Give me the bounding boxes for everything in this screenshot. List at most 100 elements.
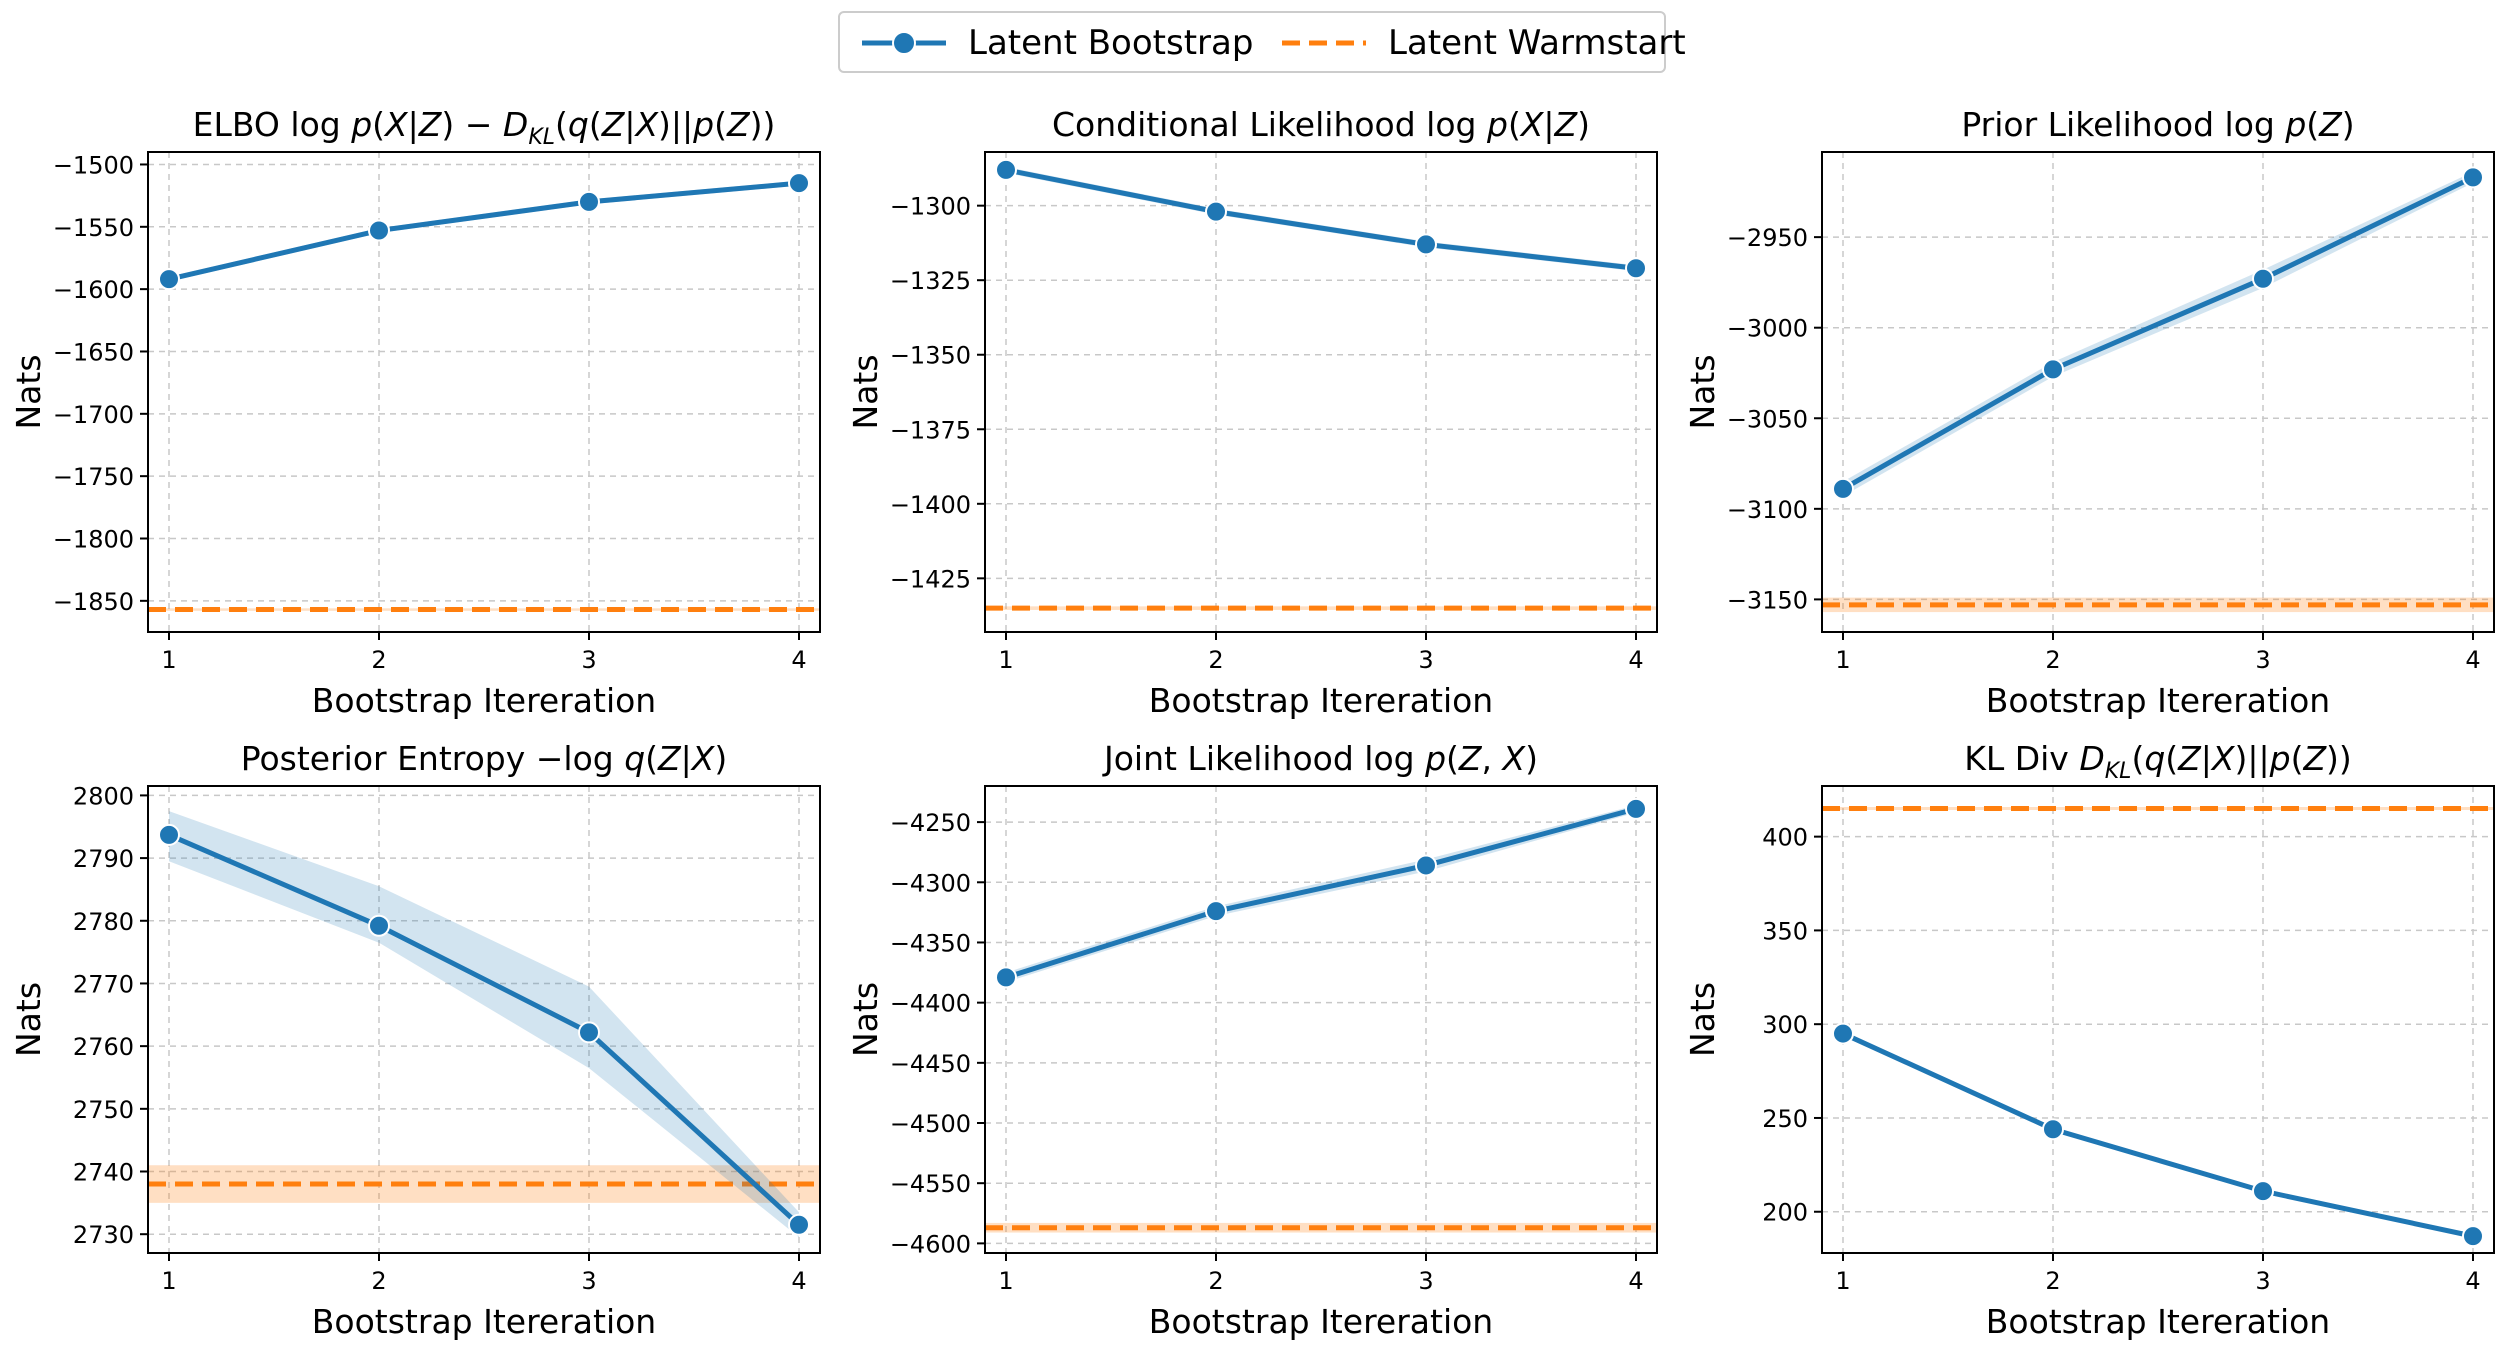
- legend-warmstart-marker: [1282, 40, 1366, 46]
- legend-bootstrap-label: Latent Bootstrap: [968, 23, 1254, 63]
- bootstrap-point: [1625, 257, 1647, 280]
- axes-frame: [984, 151, 1658, 633]
- x-axis-label: Bootstrap Itereration: [312, 1302, 656, 1341]
- chart-panel-1: 1 2 3 4 −1850 −1800 −1750 −1700 −1650 −1600 −1550 −…: [9, 105, 821, 720]
- y-tick-label: −1550: [53, 214, 134, 242]
- bootstrap-point: [1832, 477, 1854, 500]
- y-tick-label: −1600: [53, 276, 134, 304]
- bootstrap-point: [2252, 267, 2274, 290]
- x-tick-label: 3: [2255, 1267, 2270, 1295]
- x-tick-label: 3: [2255, 646, 2270, 674]
- bootstrap-point: [578, 190, 600, 213]
- y-tick-label: 2750: [73, 1096, 134, 1124]
- y-tick-label: 200: [1762, 1199, 1808, 1227]
- y-tick-label: −4400: [890, 990, 971, 1018]
- y-tick-label: 2800: [73, 782, 134, 810]
- bootstrap-point: [578, 1021, 600, 1044]
- bootstrap-point: [158, 823, 180, 846]
- y-tick-label: 2760: [73, 1033, 134, 1061]
- x-tick-label: 1: [1835, 646, 1850, 674]
- y-axis-label: Nats: [846, 982, 885, 1057]
- chart-panel-5: 1 2 3 4 −4600 −4550 −4500 −4450 −4400 −4350 −4300 −…: [846, 739, 1658, 1341]
- bootstrap-band: [169, 811, 799, 1238]
- bootstrap-point: [158, 268, 180, 291]
- x-tick-label: 3: [1418, 1267, 1433, 1295]
- bootstrap-point: [368, 219, 390, 242]
- y-tick-label: 2740: [73, 1159, 134, 1187]
- bootstrap-point: [1415, 233, 1437, 256]
- bootstrap-point: [1205, 900, 1227, 923]
- y-tick-label: 2780: [73, 908, 134, 936]
- x-tick-label: 2: [371, 1267, 386, 1295]
- x-tick-label: 2: [2045, 1267, 2060, 1295]
- x-tick-label: 4: [791, 646, 806, 674]
- x-tick-label: 4: [1628, 646, 1643, 674]
- x-tick-label: 1: [1835, 1267, 1850, 1295]
- bootstrap-point: [788, 1213, 810, 1236]
- bootstrap-point: [2252, 1180, 2274, 1203]
- axes-frame: [1821, 151, 2495, 633]
- axes-frame: [147, 151, 821, 633]
- x-tick-label: 4: [1628, 1267, 1643, 1295]
- y-tick-label: −1325: [890, 267, 971, 295]
- chart-title: Joint Likelihood log p(Z, X): [1102, 739, 1538, 778]
- x-tick-label: 1: [161, 1267, 176, 1295]
- bootstrap-point: [2462, 1225, 2484, 1248]
- chart-title: Prior Likelihood log p(Z): [1961, 105, 2354, 144]
- legend-warmstart-label: Latent Warmstart: [1388, 23, 1686, 63]
- x-tick-label: 4: [791, 1267, 806, 1295]
- legend-item-bootstrap: Latent Bootstrap: [858, 21, 1253, 65]
- y-tick-label: −2950: [1727, 224, 1808, 252]
- chart-title: Conditional Likelihood log p(X|Z): [1052, 105, 1590, 144]
- x-axis-label: Bootstrap Itereration: [1986, 1302, 2330, 1341]
- bootstrap-line: [1005, 806, 1637, 980]
- y-tick-label: 350: [1762, 917, 1808, 945]
- chart-panel-4: 1 2 3 4 2730 2740 2750 2760 2770 2780 2790 2800 Boot…: [9, 739, 821, 1341]
- x-tick-label: 2: [371, 646, 386, 674]
- bootstrap-line: [1841, 1031, 2474, 1239]
- bootstrap-line: [1841, 175, 2475, 492]
- bootstrap-band: [169, 180, 799, 282]
- y-tick-label: 400: [1762, 824, 1808, 852]
- chart-panel-2: 1 2 3 4 −1425 −1400 −1375 −1350 −1325 −1300 Bootst…: [846, 105, 1658, 720]
- bootstrap-line: [168, 832, 801, 1227]
- bootstrap-point: [1205, 200, 1227, 223]
- y-tick-label: −4250: [890, 809, 971, 837]
- x-tick-label: 2: [1208, 1267, 1223, 1295]
- legend-bootstrap-marker: [862, 31, 946, 55]
- x-tick-label: 1: [998, 1267, 1013, 1295]
- y-tick-label: −1700: [53, 401, 134, 429]
- y-tick-label: −1750: [53, 463, 134, 491]
- y-tick-label: −4600: [890, 1230, 971, 1258]
- x-axis-label: Bootstrap Itereration: [312, 681, 656, 720]
- x-tick-label: 1: [161, 646, 176, 674]
- y-tick-label: −4450: [890, 1050, 971, 1078]
- y-tick-label: −1425: [890, 565, 971, 593]
- x-tick-label: 3: [581, 646, 596, 674]
- x-axis-label: Bootstrap Itereration: [1149, 681, 1493, 720]
- y-tick-label: −1300: [890, 193, 971, 221]
- y-tick-label: −3100: [1727, 496, 1808, 524]
- x-tick-label: 3: [1418, 646, 1433, 674]
- y-tick-label: 2790: [73, 845, 134, 873]
- y-tick-label: 250: [1762, 1105, 1808, 1133]
- x-axis-label: Bootstrap Itereration: [1149, 1302, 1493, 1341]
- bootstrap-point: [1625, 797, 1647, 820]
- y-tick-label: −4300: [890, 869, 971, 897]
- y-axis-label: Nats: [9, 354, 48, 429]
- x-axis-label: Bootstrap Itereration: [1986, 681, 2330, 720]
- axes-frame: [1821, 785, 2495, 1254]
- x-tick-label: 1: [998, 646, 1013, 674]
- y-tick-label: −3150: [1727, 586, 1808, 614]
- x-tick-label: 4: [2465, 1267, 2480, 1295]
- y-axis-label: Nats: [9, 982, 48, 1057]
- axes-frame: [984, 785, 1658, 1254]
- chart-title: KL Div DKL(q(Z|X)||p(Z)): [1964, 739, 2352, 784]
- chart-title: ELBO log p(X|Z) − DKL(q(Z|X)||p(Z)): [193, 105, 776, 150]
- bootstrap-band: [1843, 1031, 2473, 1238]
- x-tick-label: 2: [1208, 646, 1223, 674]
- chart-panel-6: 1 2 3 4 200 250 300 350 400 Bootstrap Itereration…: [1683, 739, 2495, 1341]
- y-tick-label: 300: [1762, 1011, 1808, 1039]
- y-axis-label: Nats: [1683, 354, 1722, 429]
